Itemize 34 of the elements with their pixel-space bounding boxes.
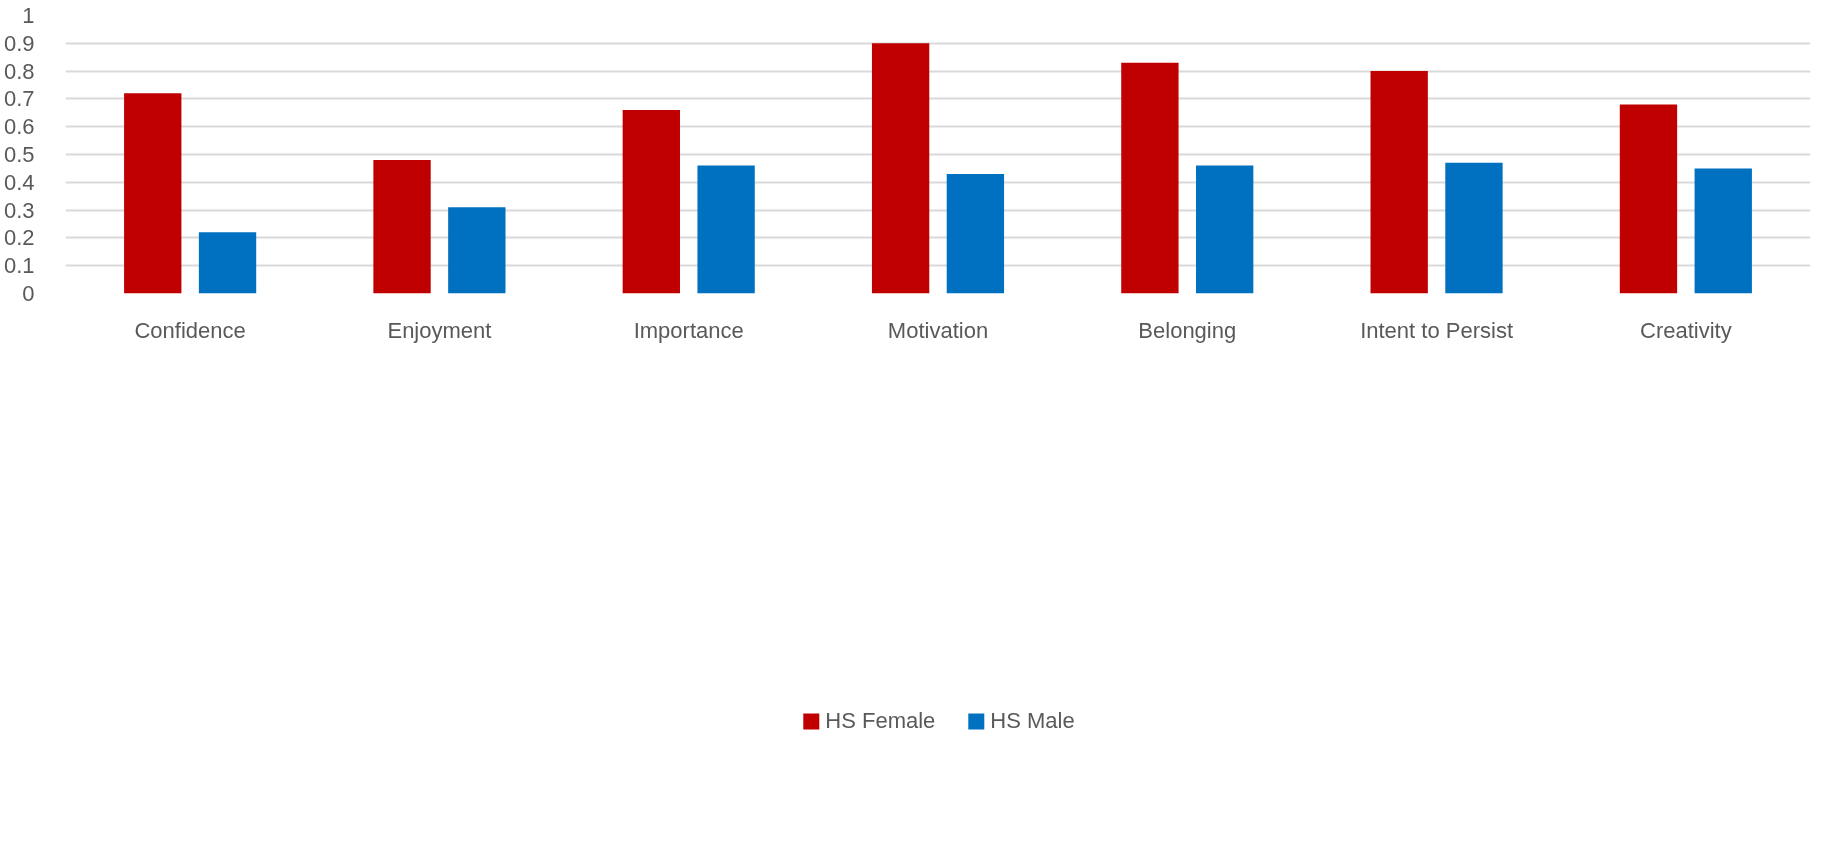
x-tick-label: Importance bbox=[633, 317, 744, 343]
y-tick-label: 0.1 bbox=[3, 253, 35, 279]
y-tick-label: 0.4 bbox=[3, 169, 35, 195]
legend-label: HS Female bbox=[825, 708, 936, 734]
y-tick-label: 0.9 bbox=[3, 30, 35, 56]
x-tick-label: Creativity bbox=[1640, 317, 1732, 343]
bar bbox=[697, 165, 755, 294]
bar bbox=[373, 160, 431, 294]
bar bbox=[1196, 165, 1254, 294]
bar bbox=[946, 173, 1005, 294]
x-tick-label: Enjoyment bbox=[387, 317, 492, 343]
bar bbox=[1370, 71, 1428, 294]
x-tick-label: Belonging bbox=[1138, 317, 1237, 343]
y-tick-label: 0 bbox=[22, 281, 35, 306]
bar bbox=[1619, 104, 1678, 294]
x-tick-label: Intent to Persist bbox=[1360, 317, 1514, 343]
y-tick-label: 0.2 bbox=[3, 225, 35, 251]
bar bbox=[871, 43, 930, 294]
bar bbox=[124, 93, 182, 294]
y-tick-label: 0.8 bbox=[3, 58, 35, 84]
bar bbox=[1121, 62, 1179, 294]
y-tick-label: 0.6 bbox=[3, 114, 35, 140]
bar bbox=[622, 110, 680, 294]
bar bbox=[198, 232, 257, 294]
legend-label: HS Male bbox=[990, 708, 1075, 734]
bar bbox=[1694, 168, 1752, 294]
y-tick-label: 0.7 bbox=[3, 86, 35, 112]
bar bbox=[448, 207, 506, 294]
x-tick-label: Motivation bbox=[887, 317, 989, 343]
y-tick-label: 0.3 bbox=[3, 197, 35, 223]
y-tick-label: 1 bbox=[22, 3, 35, 28]
x-tick-label: Confidence bbox=[134, 317, 246, 343]
bar bbox=[1445, 162, 1503, 294]
y-tick-label: 0.5 bbox=[3, 142, 35, 167]
